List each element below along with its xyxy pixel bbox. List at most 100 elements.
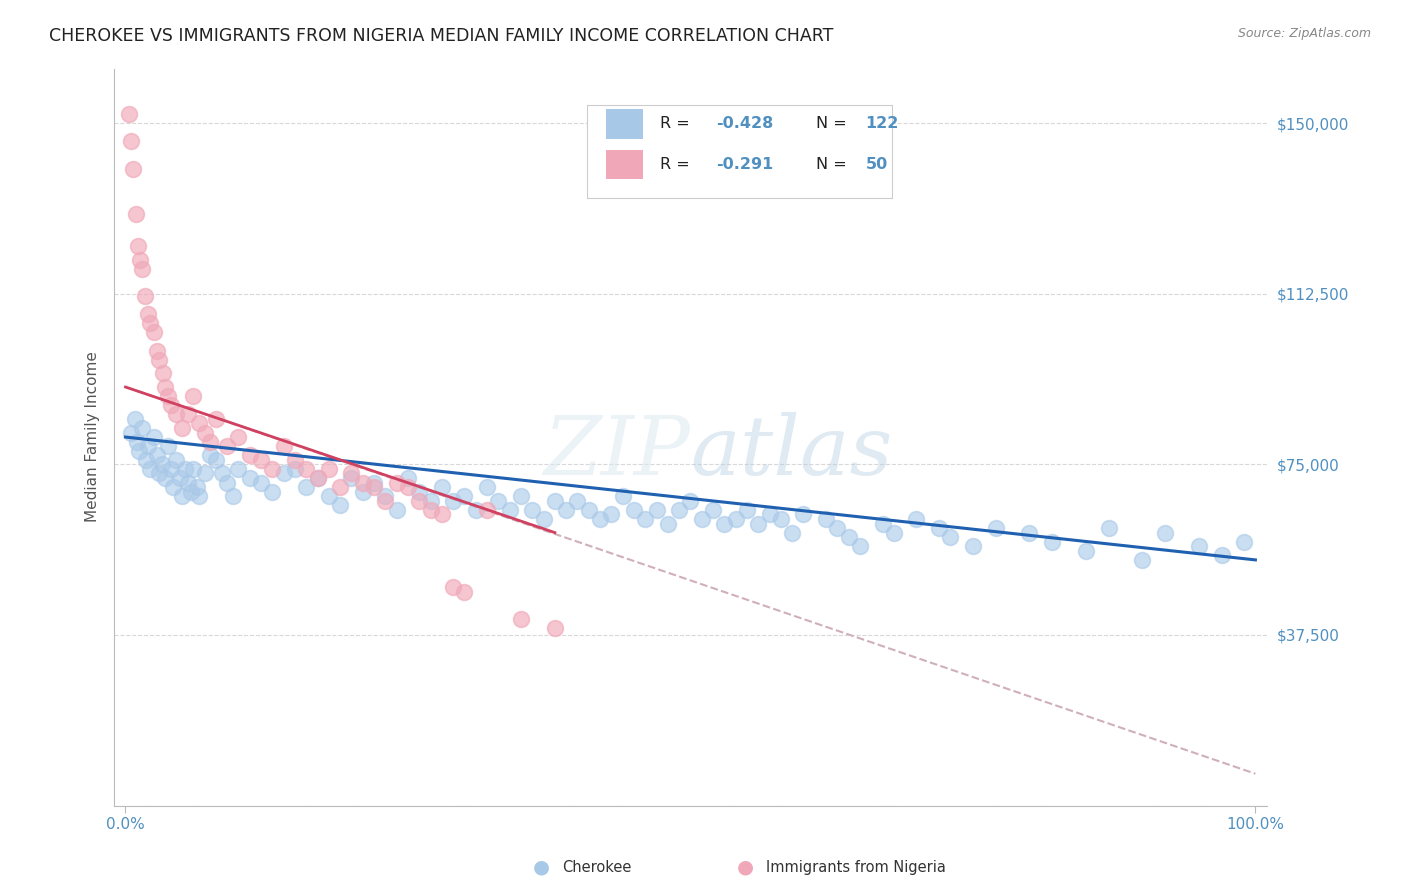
Point [148,467,170,481]
Point [165,452,187,467]
Point [668,503,690,517]
Point [127,239,149,253]
Point [1132,553,1154,567]
Point [352,475,374,490]
Point [118,107,141,121]
Point [419,503,441,517]
Point [780,525,803,540]
Point [567,493,589,508]
Point [176,407,198,421]
Point [228,462,250,476]
Point [329,480,352,494]
Point [295,480,318,494]
Point [250,452,273,467]
Point [222,489,245,503]
FancyBboxPatch shape [586,105,893,197]
Point [385,475,408,490]
Point [187,417,209,431]
Point [295,462,318,476]
Text: N =: N = [815,157,852,172]
Text: CHEROKEE VS IMMIGRANTS FROM NIGERIA MEDIAN FAMILY INCOME CORRELATION CHART: CHEROKEE VS IMMIGRANTS FROM NIGERIA MEDI… [49,27,834,45]
Point [131,261,153,276]
Point [396,480,419,494]
Point [679,493,702,508]
Point [194,467,217,481]
Point [486,493,509,508]
Point [329,498,352,512]
Point [139,462,162,476]
Point [1018,525,1040,540]
Point [849,539,872,553]
Point [634,512,657,526]
Point [441,493,464,508]
Point [544,493,567,508]
Point [200,448,222,462]
Text: R =: R = [661,157,696,172]
Point [408,493,430,508]
Point [838,530,860,544]
Point [464,503,486,517]
Point [153,471,176,485]
Point [162,480,184,494]
Text: -0.428: -0.428 [716,116,773,131]
Point [589,512,612,526]
Point [262,484,284,499]
Point [150,458,173,472]
Point [385,503,408,517]
Point [475,480,498,494]
Point [408,484,430,499]
Point [318,462,340,476]
Text: N =: N = [815,116,852,131]
Point [194,425,217,440]
Point [284,462,307,476]
Point [713,516,735,531]
Point [1233,534,1256,549]
Point [984,521,1007,535]
Point [475,503,498,517]
Point [273,467,295,481]
Point [181,389,204,403]
Point [186,480,208,494]
Text: Cherokee: Cherokee [562,860,631,874]
Point [131,421,153,435]
Point [146,343,169,358]
Text: Source: ZipAtlas.com: Source: ZipAtlas.com [1237,27,1371,40]
Point [146,448,169,462]
Point [612,489,634,503]
Point [250,475,273,490]
Point [815,512,838,526]
Point [134,289,156,303]
Point [139,316,162,330]
Point [125,434,148,449]
Point [352,484,374,499]
Point [239,471,262,485]
Point [176,475,198,490]
Point [645,503,668,517]
Point [1211,549,1233,563]
Point [228,430,250,444]
Point [498,503,520,517]
Point [363,475,385,490]
Point [1097,521,1119,535]
Point [120,425,142,440]
Point [962,539,984,553]
Point [217,475,239,490]
Point [827,521,849,535]
Point [374,493,396,508]
Point [128,443,150,458]
Point [136,307,159,321]
Point [1040,534,1063,549]
Point [623,503,645,517]
Point [657,516,679,531]
Point [135,452,157,467]
Text: R =: R = [661,116,696,131]
Point [1074,543,1097,558]
Point [939,530,962,544]
Point [187,489,209,503]
Point [872,516,894,531]
Text: atlas: atlas [690,412,893,491]
Text: Immigrants from Nigeria: Immigrants from Nigeria [766,860,946,874]
Point [578,503,600,517]
Text: -0.291: -0.291 [716,157,773,172]
Point [792,508,814,522]
